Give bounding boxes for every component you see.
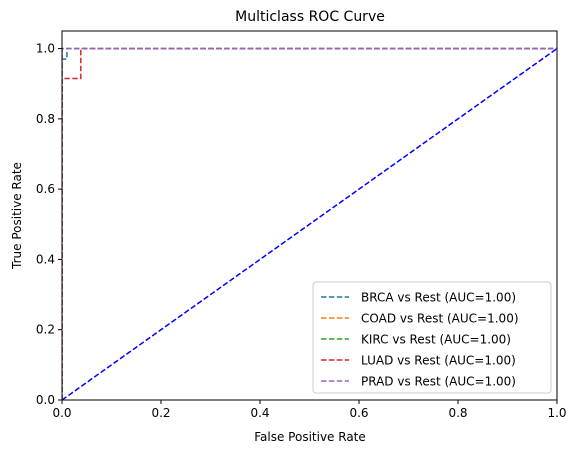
plot-frame — [61, 30, 558, 401]
diagonal-reference-line — [62, 47, 557, 400]
y-tick-label: 0.6 — [36, 182, 55, 196]
x-tick-label: 0.0 — [52, 406, 71, 420]
y-axis-label: True Positive Rate — [10, 162, 24, 270]
x-tick-label: 0.2 — [151, 406, 170, 420]
legend: BRCA vs Rest (AUC=1.00) COAD vs Rest (AUC… — [312, 281, 552, 394]
x-tick-label: 1.0 — [547, 406, 566, 420]
legend-label-0: BRCA vs Rest (AUC=1.00) — [361, 291, 516, 305]
plot-area — [62, 47, 557, 400]
y-tick-label: 0.4 — [36, 252, 55, 266]
chart-title: Multiclass ROC Curve — [235, 9, 385, 25]
legend-box — [312, 281, 552, 394]
x-tick-label: 0.8 — [448, 406, 467, 420]
y-tick-label: 0.0 — [36, 393, 55, 407]
legend-label-4: PRAD vs Rest (AUC=1.00) — [361, 375, 516, 389]
y-tick-label: 1.0 — [36, 42, 55, 56]
legend-label-2: KIRC vs Rest (AUC=1.00) — [361, 333, 511, 347]
x-tick-label: 0.4 — [250, 406, 269, 420]
legend-label-3: LUAD vs Rest (AUC=1.00) — [361, 354, 516, 368]
series-line-4 — [62, 47, 557, 400]
x-axis-label: False Positive Rate — [254, 430, 366, 444]
series-line-3 — [62, 47, 557, 400]
legend-label-1: COAD vs Rest (AUC=1.00) — [361, 312, 519, 326]
x-tick-label: 0.6 — [349, 406, 368, 420]
axis-ticks: 0.0 0.2 0.4 0.6 0.8 1.0 0.0 0.2 0.4 0.6 0.8 1.0 — [36, 42, 567, 420]
y-tick-label: 0.8 — [36, 112, 55, 126]
y-tick-label: 0.2 — [36, 323, 55, 337]
